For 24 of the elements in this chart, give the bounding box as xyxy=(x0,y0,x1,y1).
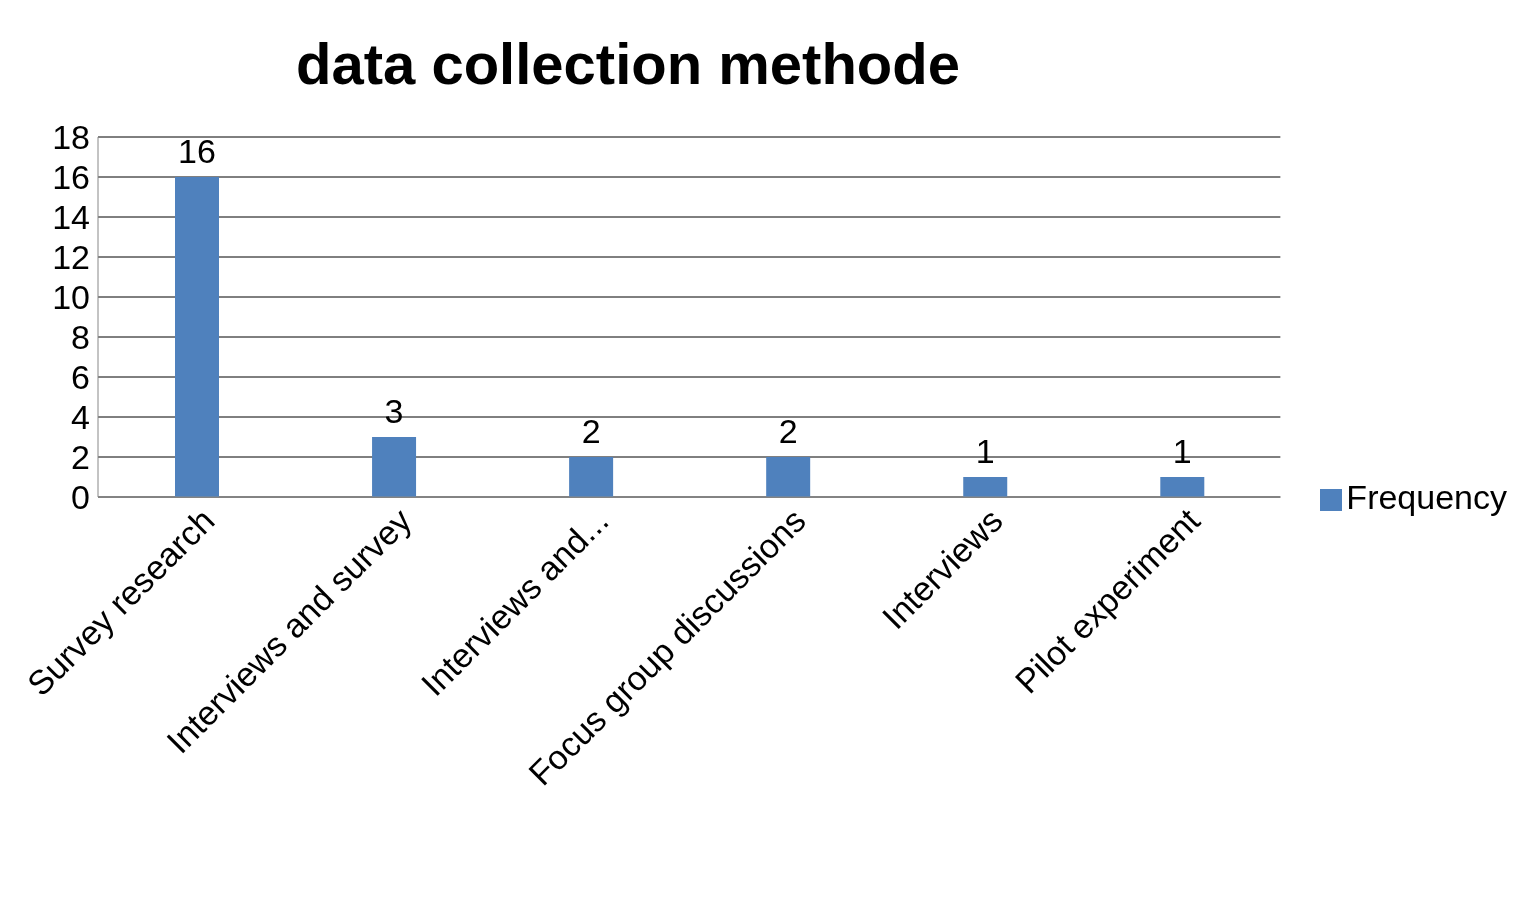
chart-title: data collection methode xyxy=(295,30,961,97)
y-tick-label: 10 xyxy=(52,278,90,317)
data-label: 2 xyxy=(581,412,601,450)
y-tick-label: 8 xyxy=(71,318,90,357)
bar xyxy=(175,177,219,497)
bar xyxy=(569,457,614,497)
legend-label: Frequency xyxy=(1346,477,1507,516)
bar xyxy=(963,477,1008,497)
y-tick-label: 0 xyxy=(71,478,90,517)
y-tick-label: 18 xyxy=(52,118,90,157)
data-label: 2 xyxy=(778,412,798,450)
y-tick-label: 16 xyxy=(52,158,90,197)
bar xyxy=(1160,477,1205,497)
data-label: 1 xyxy=(1172,432,1192,470)
y-tick-label: 2 xyxy=(71,438,90,477)
bar xyxy=(766,457,811,497)
bar xyxy=(372,437,417,497)
y-tick-label: 12 xyxy=(52,238,90,277)
y-tick-label: 4 xyxy=(71,398,90,437)
data-label: 3 xyxy=(384,392,404,430)
data-label: 1 xyxy=(975,432,995,470)
data-label: 16 xyxy=(178,132,216,170)
y-tick-label: 6 xyxy=(71,358,90,397)
y-tick-label: 14 xyxy=(52,198,90,237)
